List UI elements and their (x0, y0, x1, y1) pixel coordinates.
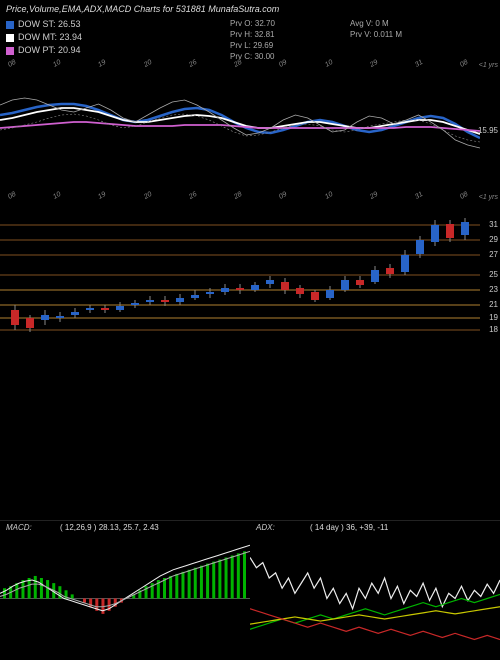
candle-ylabel: 23 (489, 285, 498, 294)
candle-ylabel: 19 (489, 313, 498, 322)
candle-ylabel: 31 (489, 220, 498, 229)
candle-chart (0, 210, 480, 350)
candle-ylabel: 18 (489, 325, 498, 334)
legend-swatch (6, 21, 14, 29)
info-prev-ohlc: Prv O: 32.70Prv H: 32.81Prv L: 29.69Prv … (230, 18, 275, 62)
ema-range: <1 yrs (479, 62, 498, 69)
macd-panel: MACD: ( 12,26,9 ) 28.13, 25.7, 2.43 (0, 520, 250, 660)
legend-label: DOW ST: 26.53 (18, 18, 81, 31)
adx-title: ADX: (256, 523, 275, 532)
candle-ylabel: 25 (489, 270, 498, 279)
legend: DOW ST: 26.53DOW MT: 23.94DOW PT: 20.94 (6, 18, 82, 57)
chart-title: Price,Volume,EMA,ADX,MACD Charts for 531… (6, 4, 279, 14)
legend-swatch (6, 34, 14, 42)
candle-ylabel: 27 (489, 250, 498, 259)
bottom-panels: MACD: ( 12,26,9 ) 28.13, 25.7, 2.43 ADX:… (0, 520, 500, 660)
legend-swatch (6, 47, 14, 55)
ema-chart (0, 60, 480, 180)
candle-ylabel: 29 (489, 235, 498, 244)
macd-params: ( 12,26,9 ) 28.13, 25.7, 2.43 (60, 523, 159, 532)
ema-ylabel: 15.95 (478, 126, 498, 135)
candle-range: <1 yrs (479, 194, 498, 201)
adx-params: ( 14 day ) 36, +39, -11 (310, 523, 388, 532)
legend-label: DOW PT: 20.94 (18, 44, 81, 57)
info-volume: Avg V: 0 MPrv V: 0.011 M (350, 18, 402, 40)
candle-ylabel: 21 (489, 300, 498, 309)
legend-label: DOW MT: 23.94 (18, 31, 82, 44)
candle-x-dates: 0810192026280910293108 (10, 194, 470, 206)
adx-panel: ADX: ( 14 day ) 36, +39, -11 (250, 520, 500, 660)
macd-title: MACD: (6, 523, 32, 532)
